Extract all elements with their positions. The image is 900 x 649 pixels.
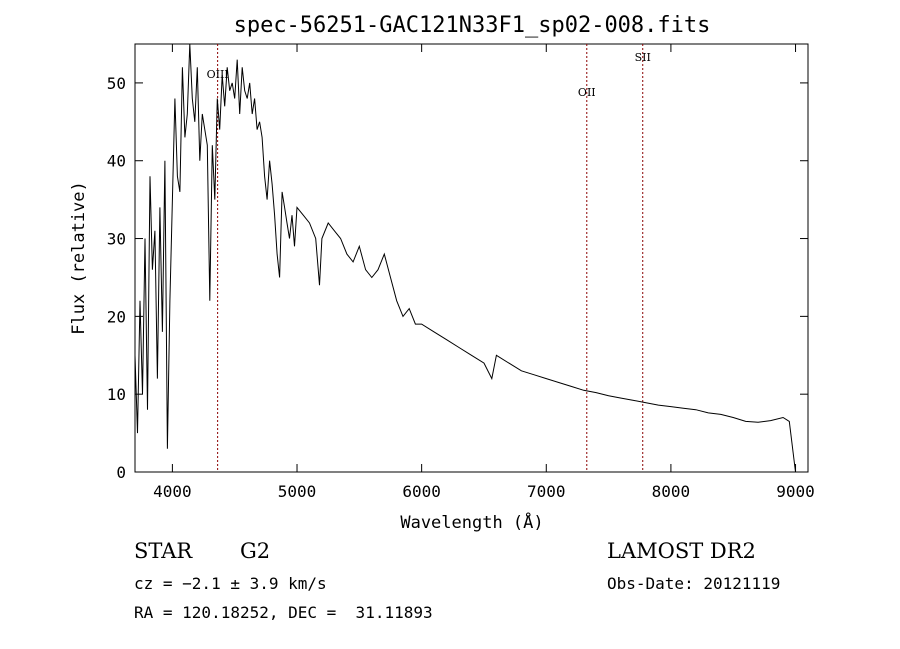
- y-tick-label: 30: [107, 230, 126, 249]
- spectrum-line: [134, 43, 796, 473]
- x-tick-label: 7000: [527, 482, 566, 501]
- emission-line-label: OIII: [207, 68, 229, 81]
- object-class: STAR: [134, 539, 193, 563]
- object-subclass: G2: [240, 539, 271, 563]
- y-axis-label: Flux (relative): [69, 181, 89, 335]
- y-tick-label: 0: [116, 463, 126, 482]
- x-tick-label: 9000: [776, 482, 815, 501]
- ra-dec: RA = 120.18252, DEC = 31.11893: [134, 603, 433, 622]
- x-tick-label: 6000: [402, 482, 441, 501]
- y-tick-label: 10: [107, 385, 126, 404]
- x-axis-label: Wavelength (Å): [400, 511, 543, 533]
- emission-line-label: SII: [635, 51, 651, 64]
- x-tick-label: 5000: [278, 482, 317, 501]
- emission-line-label: OII: [578, 86, 596, 99]
- obs-date: Obs-Date: 20121119: [607, 574, 781, 593]
- x-tick-label: 8000: [652, 482, 691, 501]
- survey-name: LAMOST DR2: [607, 539, 756, 563]
- plot-frame: [134, 43, 809, 473]
- y-tick-label: 20: [107, 307, 126, 326]
- x-tick-label: 4000: [153, 482, 192, 501]
- cz-value: cz = −2.1 ± 3.9 km/s: [134, 574, 327, 593]
- y-tick-label: 50: [107, 74, 126, 93]
- y-tick-label: 40: [107, 152, 126, 171]
- chart-title: spec-56251-GAC121N33F1_sp02-008.fits: [234, 13, 711, 38]
